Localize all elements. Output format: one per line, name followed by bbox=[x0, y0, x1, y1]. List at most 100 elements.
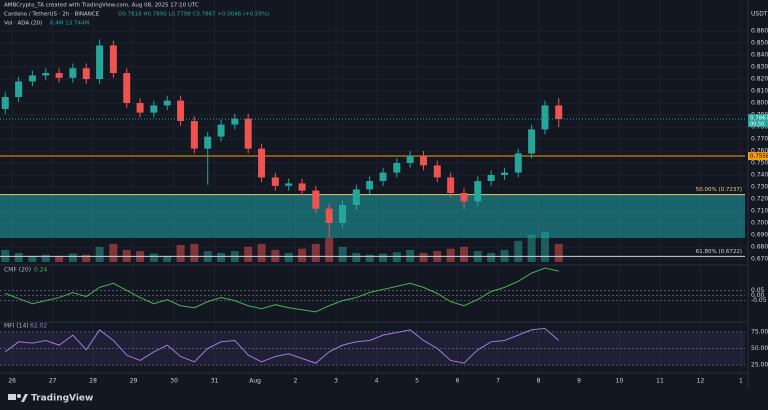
candle-body bbox=[541, 105, 549, 130]
volume-bar bbox=[379, 253, 388, 262]
volume-bar bbox=[365, 254, 374, 262]
candle-body bbox=[1, 97, 9, 110]
cmf-tick-label: 0.05 bbox=[751, 287, 765, 294]
candle-body bbox=[217, 124, 225, 137]
currency: USDT bbox=[751, 11, 768, 18]
x-tick-label: 10 bbox=[616, 378, 624, 385]
countdown: 00:50 bbox=[750, 121, 764, 127]
candle-body bbox=[312, 190, 320, 209]
candle-body bbox=[528, 129, 536, 154]
symbol: Cardano / TetherUS · 2h · BINANCE bbox=[4, 12, 100, 18]
volume-bar bbox=[28, 255, 37, 262]
candle-body bbox=[258, 148, 266, 178]
level-badge bbox=[748, 152, 768, 161]
x-tick-label: 9 bbox=[577, 378, 581, 385]
candle-body bbox=[244, 118, 252, 149]
candle-body bbox=[190, 121, 198, 149]
candle-body bbox=[69, 68, 77, 78]
candle-body bbox=[28, 75, 36, 82]
volume-bar bbox=[392, 252, 401, 262]
x-tick-label: 26 bbox=[8, 378, 16, 385]
x-tick-label: Aug bbox=[249, 378, 261, 385]
candle-body bbox=[231, 118, 239, 125]
candle-body bbox=[285, 183, 293, 186]
candle-body bbox=[352, 189, 360, 206]
cmf-tick-label: -0.05 bbox=[751, 297, 767, 304]
candle-body bbox=[150, 105, 158, 113]
x-tick-label: 30 bbox=[170, 378, 178, 385]
volume-bar bbox=[527, 234, 536, 262]
candle-body bbox=[204, 136, 212, 149]
volume-bar bbox=[514, 240, 523, 262]
candle-body bbox=[420, 155, 428, 166]
volume-bar bbox=[55, 255, 64, 262]
candle-body bbox=[177, 100, 185, 122]
candle-body bbox=[271, 177, 279, 186]
volume-bar bbox=[14, 252, 23, 262]
x-tick-label: 4 bbox=[375, 378, 379, 385]
volume-label: Vol · ADA (20) bbox=[4, 21, 42, 27]
volume-bar bbox=[149, 253, 158, 262]
x-tick-label: 6 bbox=[456, 378, 460, 385]
mfi-tick-label: 75.00 bbox=[751, 328, 768, 335]
mfi-band bbox=[0, 331, 745, 366]
candle-body bbox=[42, 73, 50, 76]
volume-bar bbox=[352, 252, 361, 262]
credit: AMBCrypto_TA created with TradingView.co… bbox=[4, 3, 199, 9]
x-tick-label: 28 bbox=[89, 378, 97, 385]
x-tick-label: 1 bbox=[739, 378, 743, 385]
mfi-line bbox=[4, 327, 560, 364]
logo-text: TradingView bbox=[31, 394, 93, 404]
volume-bar bbox=[217, 252, 226, 262]
mfi-label: MFI (14) bbox=[4, 323, 29, 330]
volume-bar bbox=[284, 252, 293, 262]
price-badge-label: 0.7867 bbox=[750, 115, 768, 121]
level-badge-label: 0.7558 bbox=[750, 154, 768, 160]
candle-body bbox=[163, 100, 171, 106]
logo: TradingView bbox=[8, 394, 93, 404]
volume-bar bbox=[95, 246, 104, 262]
candle-body bbox=[136, 103, 144, 113]
mfi-tick-label: 25.00 bbox=[751, 362, 768, 369]
x-tick-label: 31 bbox=[211, 378, 219, 385]
volume-bar bbox=[109, 243, 118, 262]
volume-stats: 6.4M 13.744M bbox=[50, 21, 89, 27]
candle-body bbox=[379, 172, 387, 182]
candle-body bbox=[96, 45, 104, 80]
candle-body bbox=[433, 165, 441, 178]
volume-bar bbox=[487, 252, 496, 262]
volume-bar bbox=[446, 248, 455, 262]
candle-body bbox=[298, 183, 306, 191]
candle-body bbox=[406, 155, 414, 164]
volume-bar bbox=[163, 255, 172, 262]
fib-label: 50.00% (0.7237) bbox=[696, 187, 742, 193]
volume-bar bbox=[298, 248, 307, 262]
candle-body bbox=[447, 177, 455, 194]
candle-body bbox=[366, 181, 374, 190]
candle-body bbox=[487, 175, 495, 182]
zone bbox=[0, 195, 745, 239]
x-tick-label: 27 bbox=[49, 378, 57, 385]
volume-bar bbox=[41, 254, 50, 262]
candle-body bbox=[393, 163, 401, 173]
candle-body bbox=[500, 172, 508, 176]
candle-body bbox=[15, 81, 23, 98]
candle-body bbox=[339, 205, 347, 224]
x-tick-label: 3 bbox=[334, 378, 338, 385]
volume-bar bbox=[460, 246, 469, 262]
cmf-line bbox=[5, 267, 559, 313]
